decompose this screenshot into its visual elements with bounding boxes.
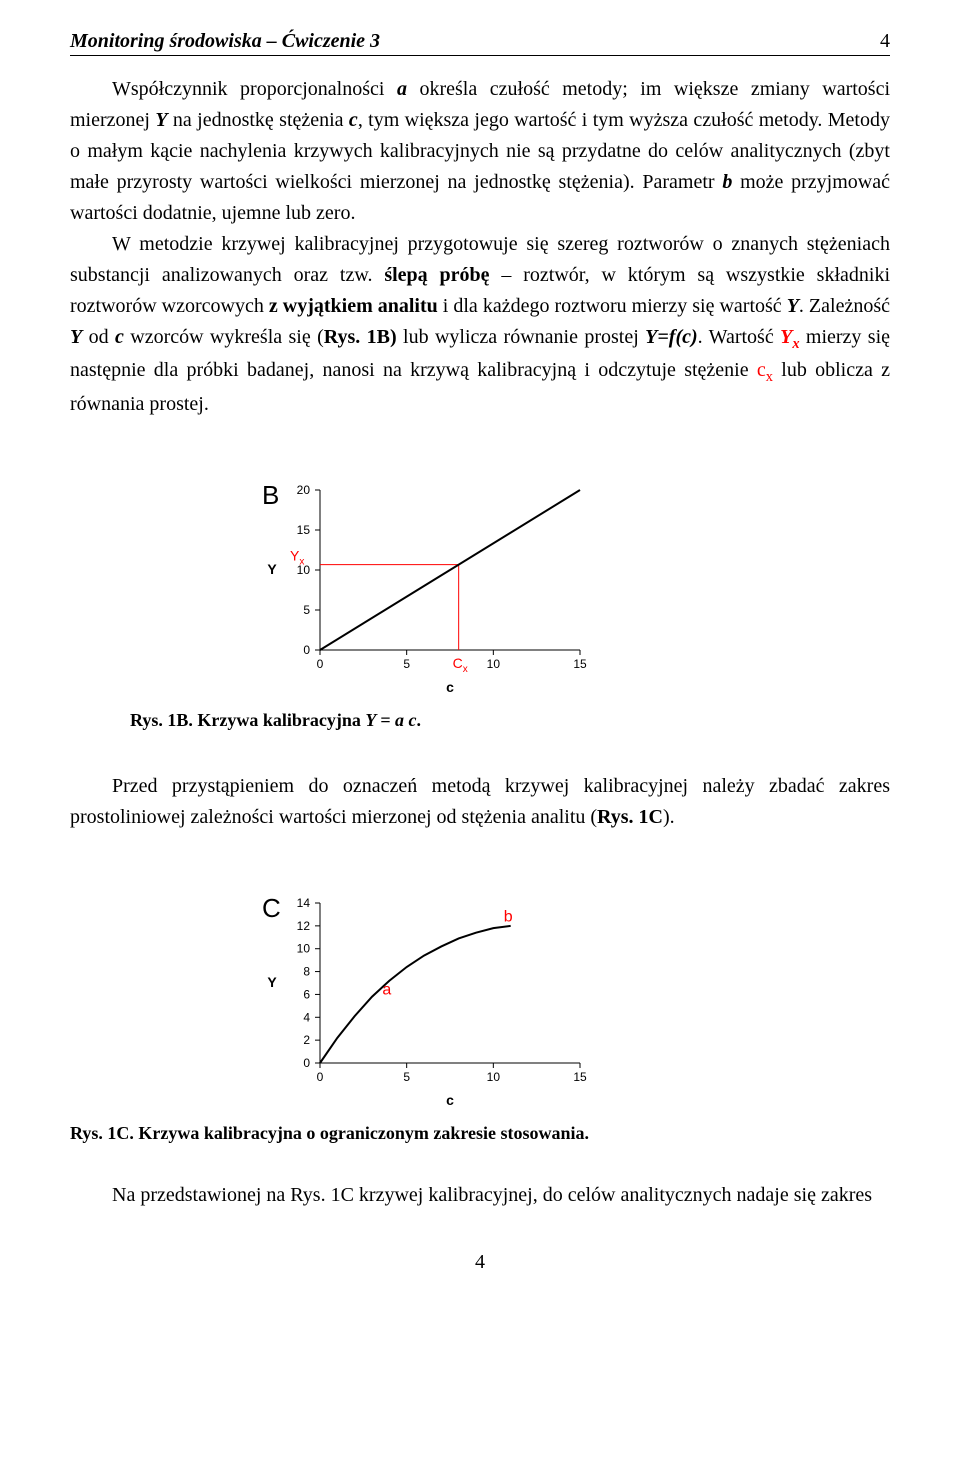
svg-text:2: 2 [303, 1033, 310, 1047]
svg-text:c: c [446, 1092, 454, 1108]
svg-text:Cx: Cx [453, 655, 468, 675]
svg-text:15: 15 [573, 1070, 587, 1084]
svg-text:10: 10 [487, 657, 501, 671]
svg-text:10: 10 [487, 1070, 501, 1084]
paragraph-2: W metodzie krzywej kalibracyjnej przygot… [70, 229, 890, 420]
figure-C-caption: Rys. 1C. Krzywa kalibracyjna o ograniczo… [70, 1123, 890, 1144]
svg-text:10: 10 [297, 941, 311, 955]
svg-text:b: b [504, 908, 513, 925]
header-page-number: 4 [880, 30, 890, 53]
footer-page-number: 4 [70, 1251, 890, 1274]
chart-B: B05101505101520cYYxCx [240, 470, 600, 700]
svg-text:0: 0 [303, 643, 310, 657]
svg-text:a: a [382, 981, 391, 998]
svg-text:12: 12 [297, 919, 311, 933]
svg-text:6: 6 [303, 987, 310, 1001]
paragraph-3: Przed przystąpieniem do oznaczeń metodą … [70, 771, 890, 833]
svg-text:c: c [446, 679, 454, 695]
svg-text:Y: Y [267, 974, 277, 990]
svg-text:C: C [262, 893, 281, 923]
svg-text:B: B [262, 480, 279, 510]
figure-C-block: C 0 5 10 15 0 2 4 6 8 10 12 14 c Ya b Rys. 1C. Krzywa k… [70, 883, 890, 1144]
svg-text:15: 15 [297, 523, 311, 537]
caption-B-formula: Y = a c [365, 710, 416, 730]
figure-B-block: B05101505101520cYYxCx Rys. 1B. Krzywa ka… [70, 470, 890, 731]
svg-text:0: 0 [303, 1056, 310, 1070]
svg-text:5: 5 [403, 657, 410, 671]
chart-C-wrap: C 0 5 10 15 0 2 4 6 8 10 12 14 c Ya b [70, 883, 890, 1113]
chart-B-wrap: B05101505101520cYYxCx [70, 470, 890, 700]
svg-text:0: 0 [317, 1070, 324, 1084]
chart-C: C 0 5 10 15 0 2 4 6 8 10 12 14 c Ya b [240, 883, 600, 1113]
svg-text:20: 20 [297, 483, 311, 497]
svg-text:Y: Y [267, 561, 277, 577]
page-header: Monitoring środowiska – Ćwiczenie 3 4 [70, 30, 890, 56]
page-container: Monitoring środowiska – Ćwiczenie 3 4 Ws… [0, 0, 960, 1314]
paragraph-1: Współczynnik proporcjonalności a określa… [70, 74, 890, 229]
svg-text:0: 0 [317, 657, 324, 671]
caption-B-prefix: Rys. 1B. Krzywa kalibracyjna [130, 710, 365, 730]
header-title: Monitoring środowiska – Ćwiczenie 3 [70, 30, 380, 53]
svg-text:5: 5 [303, 603, 310, 617]
paragraph-4: Na przedstawionej na Rys. 1C krzywej kal… [70, 1180, 890, 1211]
svg-text:4: 4 [303, 1010, 310, 1024]
caption-B-suffix: . [416, 710, 421, 730]
svg-text:8: 8 [303, 964, 310, 978]
svg-text:15: 15 [573, 657, 587, 671]
svg-text:14: 14 [297, 896, 311, 910]
figure-B-caption: Rys. 1B. Krzywa kalibracyjna Y = a c. [130, 710, 890, 731]
svg-text:5: 5 [403, 1070, 410, 1084]
